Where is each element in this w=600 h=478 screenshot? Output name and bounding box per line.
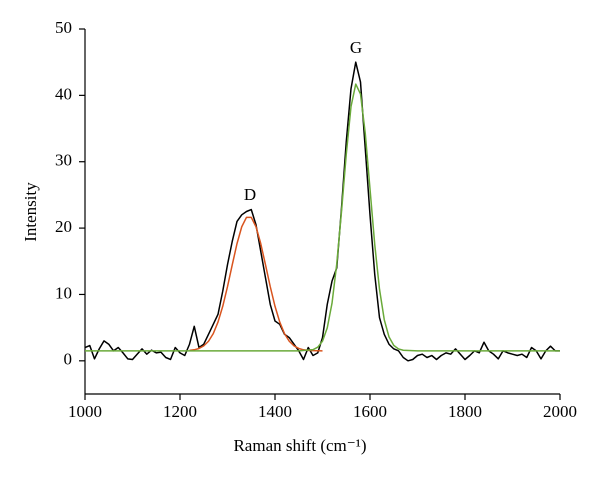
annotation: G xyxy=(350,38,362,57)
x-tick-label: 1400 xyxy=(258,402,292,421)
series-line xyxy=(84,61,560,362)
x-tick-label: 2000 xyxy=(543,402,577,421)
x-tick-label: 1200 xyxy=(163,402,197,421)
y-tick-label: 40 xyxy=(55,84,72,103)
y-tick-label: 20 xyxy=(55,217,72,236)
y-tick-label: 0 xyxy=(64,350,73,369)
x-tick-label: 1800 xyxy=(448,402,482,421)
y-tick-label: 10 xyxy=(55,283,72,302)
x-axis-label: Raman shift (cm⁻¹) xyxy=(233,436,366,455)
series-line xyxy=(85,83,560,352)
annotation: D xyxy=(244,185,256,204)
y-tick-label: 50 xyxy=(55,18,72,37)
y-axis-label: Intensity xyxy=(21,182,40,242)
x-tick-label: 1000 xyxy=(68,402,102,421)
y-tick-label: 30 xyxy=(55,151,72,170)
series-line xyxy=(189,216,323,352)
x-tick-label: 1600 xyxy=(353,402,387,421)
